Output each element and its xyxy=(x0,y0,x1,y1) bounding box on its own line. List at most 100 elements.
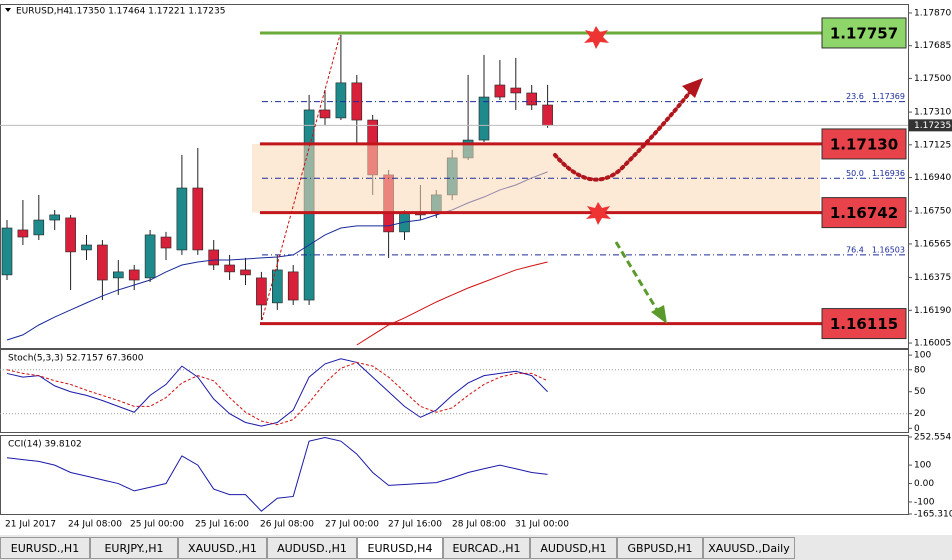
tab[interactable] xyxy=(267,537,357,559)
tab-label[interactable]: AUDUSD,H1 xyxy=(540,542,606,555)
indicator-label: 20 xyxy=(914,409,926,419)
fib-value: 1.16936 xyxy=(872,169,905,178)
candle-body xyxy=(256,277,267,306)
indicator-label: 80 xyxy=(914,365,926,375)
tab[interactable] xyxy=(178,537,267,559)
level-label: 1.16742 xyxy=(830,204,898,222)
indicator-label: 0 xyxy=(914,424,920,434)
price-box xyxy=(909,119,952,132)
price-label: 1.16940 xyxy=(914,173,951,183)
time-label: 31 Jul 00:00 xyxy=(515,520,569,530)
indicator-label: 100 xyxy=(914,461,931,471)
tab-label[interactable]: GBPUSD,H1 xyxy=(628,542,693,555)
indicator-label: 0.00 xyxy=(914,479,934,489)
candle-body xyxy=(240,269,251,276)
tab[interactable] xyxy=(90,537,178,559)
candle-body xyxy=(17,229,29,238)
cci-title: CCI(14) 39.8102 xyxy=(8,440,82,450)
candle-body xyxy=(542,104,553,126)
fib-level: 76.4 xyxy=(846,245,864,254)
candle-body xyxy=(526,92,538,106)
tab[interactable] xyxy=(530,537,617,559)
tab-label[interactable]: XAUUSD.,Daily xyxy=(708,542,790,555)
time-label: 25 Jul 16:00 xyxy=(195,520,249,530)
indicator-label: -165.3107 xyxy=(914,510,952,520)
time-label: 25 Jul 00:00 xyxy=(130,520,184,530)
level-label: 1.17757 xyxy=(830,24,898,42)
tab-label[interactable]: EURUSD.,H1 xyxy=(11,542,79,555)
candle-body xyxy=(494,84,506,98)
cci-pane xyxy=(0,435,909,515)
fib-value: 1.16503 xyxy=(872,245,905,254)
time-label: 27 Jul 00:00 xyxy=(325,520,379,530)
time-label: 26 Jul 08:00 xyxy=(260,520,314,530)
candle-body xyxy=(510,87,522,94)
menu-arrow xyxy=(5,8,11,12)
fib-value: 1.17369 xyxy=(872,92,905,101)
candle-body xyxy=(192,187,204,251)
price-label: 1.17870 xyxy=(914,8,951,18)
price-label: 1.16565 xyxy=(914,239,951,249)
main-pane xyxy=(0,4,909,349)
stoch-title: Stoch(5,3,3) 52.7157 67.3600 xyxy=(8,354,144,364)
indicator-label: -100 xyxy=(914,497,935,507)
price-label: 1.17125 xyxy=(914,140,951,150)
tab-label[interactable]: XAUUSD.,H1 xyxy=(188,542,257,555)
candle-body xyxy=(319,109,331,119)
tab-label[interactable]: EURUSD,H4 xyxy=(368,542,433,555)
indicator-line xyxy=(6,361,548,426)
tab[interactable] xyxy=(703,537,795,559)
indicator-line xyxy=(6,358,548,427)
tab[interactable] xyxy=(0,537,90,559)
price-label: 1.17500 xyxy=(914,74,951,84)
level-box xyxy=(821,128,907,160)
indicator-line xyxy=(6,436,548,512)
down-arrow xyxy=(614,241,659,311)
candle-body xyxy=(224,264,235,273)
candle-body xyxy=(49,214,61,221)
candle-body xyxy=(478,96,490,141)
price-label: 1.17310 xyxy=(914,108,951,118)
candle-body xyxy=(335,82,347,119)
time-label: 28 Jul 08:00 xyxy=(452,520,506,530)
tab-label[interactable]: EURCAD.,H1 xyxy=(452,542,520,555)
symbol: EURUSD,H4 xyxy=(16,7,69,17)
candle-body xyxy=(271,269,283,304)
tab[interactable] xyxy=(443,537,530,559)
candle-body xyxy=(1,227,13,276)
candle-body xyxy=(97,244,108,281)
up-arrowhead xyxy=(682,78,703,98)
stoch-pane xyxy=(0,349,909,433)
candle-body xyxy=(65,217,76,253)
candle-body xyxy=(287,271,299,301)
tab-label[interactable]: EURJPY.,H1 xyxy=(104,542,163,555)
up-arrow xyxy=(553,90,692,182)
zigzag xyxy=(261,34,341,321)
candle-body xyxy=(160,236,172,249)
candle-body xyxy=(33,219,45,236)
level-box xyxy=(821,197,907,229)
candle-body xyxy=(208,249,219,266)
current-price: 1.17235 xyxy=(914,121,951,131)
level-box xyxy=(821,17,907,49)
indicator-label: 50 xyxy=(914,387,926,397)
fib-level: 23.6 xyxy=(846,92,864,101)
indicator-label: 100 xyxy=(914,351,931,361)
price-label: 1.16190 xyxy=(914,306,951,316)
indicator-label: 252.554 xyxy=(914,433,951,443)
burst xyxy=(586,202,611,225)
marks: 1.17870 1.17685 1.17500 1.17310 1.17125 1.169… xyxy=(0,8,952,559)
price-label: 1.16375 xyxy=(914,273,951,283)
tab-label[interactable]: AUDUSD.,H1 xyxy=(277,542,347,555)
time-label: 21 Jul 2017 xyxy=(5,520,56,530)
tab[interactable] xyxy=(617,537,703,559)
ohlc: 1.17350 1.17464 1.17221 1.17235 xyxy=(68,7,225,17)
price-label: 1.16750 xyxy=(914,207,951,217)
burst xyxy=(584,26,609,49)
level-label: 1.17130 xyxy=(830,135,898,153)
candle-body xyxy=(113,271,124,279)
tab[interactable] xyxy=(357,537,443,559)
down-arrowhead xyxy=(651,305,667,324)
